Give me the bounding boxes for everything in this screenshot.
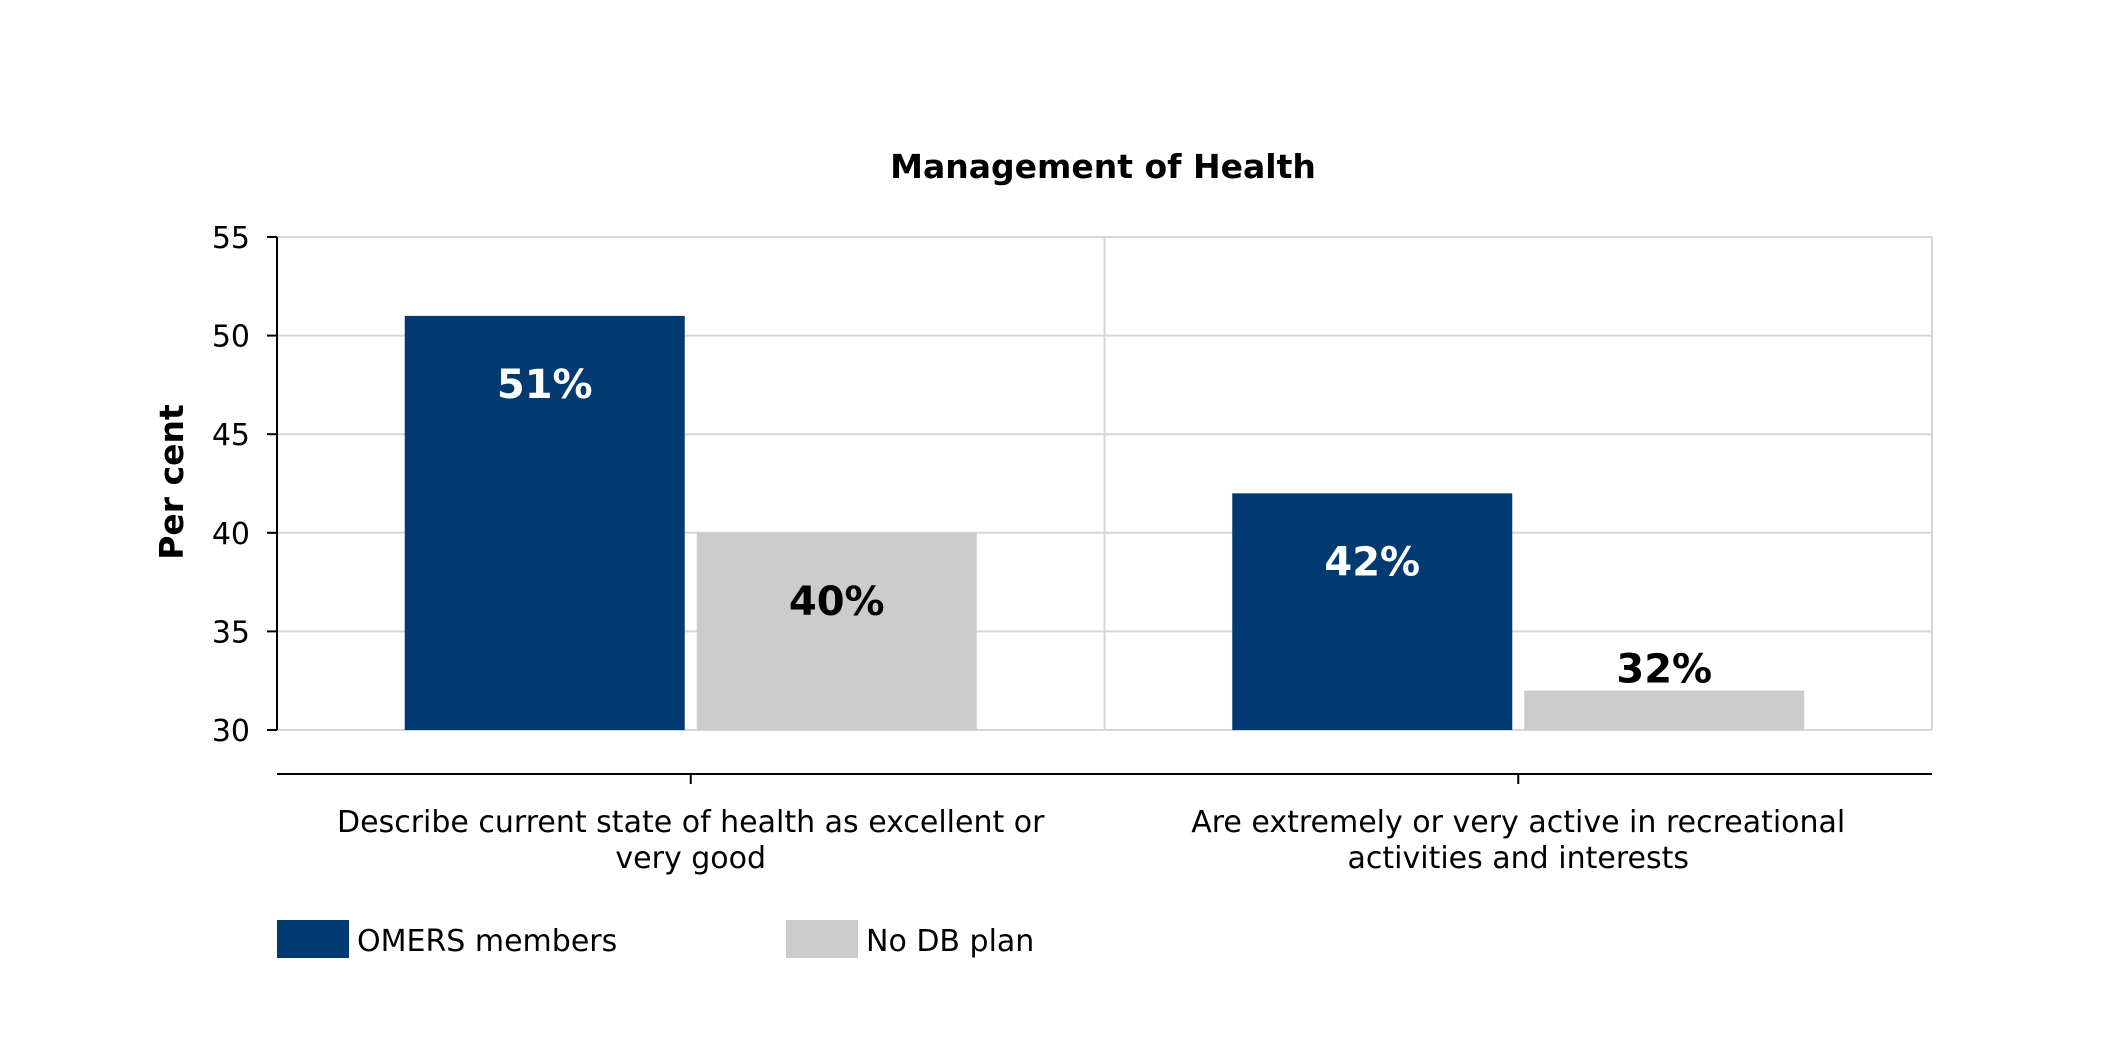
y-tick-label: 40: [212, 517, 250, 552]
x-tick-label: Are extremely or very active in recreati…: [1191, 805, 1845, 876]
legend-swatch: [786, 920, 858, 958]
legend-swatch: [277, 920, 349, 958]
y-axis-label: Per cent: [152, 404, 191, 560]
data-label: 32%: [1616, 647, 1712, 693]
legend-label: No DB plan: [866, 924, 1034, 959]
bar: [696, 532, 977, 730]
data-label: 42%: [1324, 539, 1420, 585]
legend-label: OMERS members: [357, 924, 617, 959]
y-tick-label: 45: [212, 418, 250, 453]
x-tick-label-line: Are extremely or very active in recreati…: [1191, 805, 1845, 840]
axes: 30 35 40 45 50 55 Describe current state of he…: [212, 221, 1932, 876]
x-tick-label-line: activities and interests: [1348, 841, 1689, 876]
data-label: 40%: [789, 579, 885, 625]
y-tick-label: 35: [212, 615, 250, 650]
y-tick-label: 50: [212, 320, 250, 355]
bar: [404, 315, 685, 730]
chart-title: Management of Health: [890, 147, 1316, 186]
y-tick-label: 30: [212, 714, 250, 749]
x-tick-label: Describe current state of health as exce…: [337, 805, 1045, 876]
bar: [1232, 493, 1513, 730]
y-tick-label: 55: [212, 221, 250, 256]
x-tick-label-line: very good: [615, 841, 766, 876]
bars: 51% 40% 42% 32%: [404, 315, 1805, 730]
data-label: 51%: [497, 362, 593, 408]
legend: OMERS members No DB plan: [277, 920, 1034, 959]
x-tick-label-line: Describe current state of health as exce…: [337, 805, 1045, 840]
bar: [1524, 690, 1805, 730]
